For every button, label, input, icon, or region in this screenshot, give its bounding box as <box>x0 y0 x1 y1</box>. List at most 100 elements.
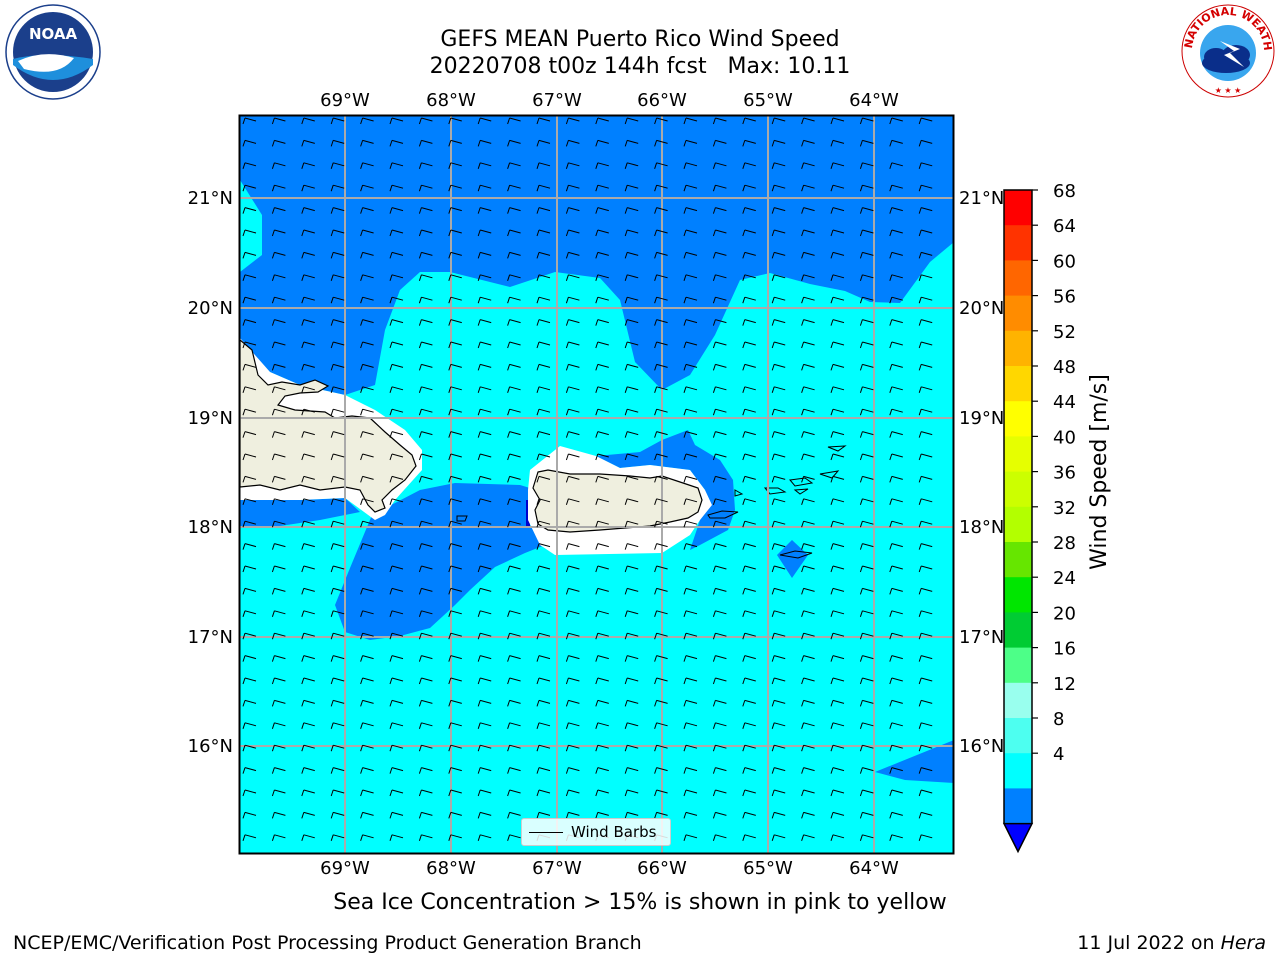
wind-barb <box>301 677 315 685</box>
wind-barb <box>360 386 374 393</box>
wind-barb <box>507 408 521 416</box>
wind-barb <box>595 767 609 774</box>
wind-barb <box>654 386 668 393</box>
wind-barb <box>683 722 698 729</box>
wind-barb <box>771 520 786 528</box>
lon-label-top-3: 67°W <box>532 90 582 111</box>
wind-barb <box>624 520 639 528</box>
wind-barb <box>683 296 698 304</box>
wind-barb <box>565 789 580 797</box>
wind-field-4-8-stcroix <box>777 540 808 578</box>
wind-barb <box>477 587 492 595</box>
lat-label-right-6: 16°N <box>959 736 1004 757</box>
wind-barb <box>360 475 374 483</box>
wind-barb <box>771 363 786 371</box>
wind-barb <box>801 207 815 214</box>
wind-barb <box>418 587 433 595</box>
wind-barb <box>889 699 903 707</box>
wind-barb <box>565 498 580 505</box>
wind-barb <box>242 251 257 259</box>
wind-barb <box>771 341 786 349</box>
wind-barb <box>830 610 845 617</box>
lon-label-bottom-2: 68°W <box>426 858 476 879</box>
wind-barb <box>507 184 521 192</box>
wind-barb <box>301 722 315 729</box>
wind-barb <box>536 722 551 729</box>
wind-barb <box>536 677 551 685</box>
wind-barb <box>536 139 551 147</box>
wind-barb <box>771 251 786 259</box>
wind-barb <box>418 296 433 304</box>
wind-barb <box>418 744 433 752</box>
wind-barb <box>360 699 374 707</box>
wind-barb <box>477 475 492 483</box>
wind-barb <box>771 834 786 841</box>
wind-barb <box>859 543 874 550</box>
wind-barb <box>624 117 639 125</box>
wind-barb <box>595 408 609 416</box>
colorbar-segment <box>1004 471 1032 508</box>
wind-barb <box>507 722 521 729</box>
lat-label-right-4: 18°N <box>959 517 1004 538</box>
wind-barb <box>859 475 874 483</box>
wind-barb <box>595 251 609 259</box>
wind-barb <box>742 722 756 729</box>
wind-barb <box>536 296 551 304</box>
wind-barb <box>624 475 639 483</box>
wind-barb <box>418 677 433 685</box>
wind-barb <box>477 296 492 304</box>
wind-barb <box>242 767 257 774</box>
wind-barb <box>389 251 404 259</box>
wind-barb <box>389 565 404 573</box>
wind-barb <box>477 363 492 371</box>
wind-barb <box>330 744 345 752</box>
wind-barb <box>330 475 345 483</box>
wind-barb <box>418 811 433 819</box>
wind-barb <box>742 229 756 237</box>
lat-label-left-6: 16°N <box>188 736 233 757</box>
wind-barb <box>654 184 668 192</box>
wind-barb <box>742 475 756 483</box>
wind-barb <box>448 319 462 326</box>
lon-label-bottom-3: 67°W <box>532 858 582 879</box>
wind-barb <box>418 207 433 214</box>
wind-barb <box>889 722 903 729</box>
wind-barb <box>360 811 374 819</box>
wind-barb <box>271 363 286 371</box>
wind-barb <box>830 319 845 326</box>
wind-barb <box>565 632 580 640</box>
wind-barb <box>330 543 345 550</box>
wind-barb <box>418 699 433 707</box>
colorbar-segment <box>1004 682 1032 719</box>
wind-barb <box>683 341 698 349</box>
wind-barb <box>918 117 933 125</box>
wind-barb <box>712 610 727 617</box>
wind-barb <box>301 632 315 640</box>
wind-barb <box>918 162 933 169</box>
wind-barb <box>507 229 521 237</box>
colorbar-segment <box>1004 718 1032 754</box>
wind-barb <box>389 207 404 214</box>
wind-barb <box>477 453 492 461</box>
wind-barb <box>330 251 345 259</box>
wind-barb <box>654 274 668 281</box>
wind-barb <box>889 587 903 595</box>
wind-barb <box>771 767 786 774</box>
wind-barb <box>742 139 756 147</box>
wind-barb <box>565 453 580 461</box>
colorbar-tick-label: 40 <box>1053 427 1076 448</box>
wind-barb <box>801 744 815 752</box>
wind-barb <box>742 744 756 752</box>
land-puerto-rico <box>532 469 703 533</box>
wind-barb <box>389 520 404 528</box>
wind-barb <box>830 834 845 841</box>
wind-barb <box>712 139 727 147</box>
wind-barb <box>330 117 345 125</box>
wind-barb <box>507 655 521 662</box>
wind-barb <box>418 408 433 416</box>
wind-barb <box>595 520 609 528</box>
wind-barb <box>712 789 727 797</box>
wind-barb <box>271 632 286 640</box>
wind-barb <box>301 767 315 774</box>
island-mona <box>456 515 468 522</box>
